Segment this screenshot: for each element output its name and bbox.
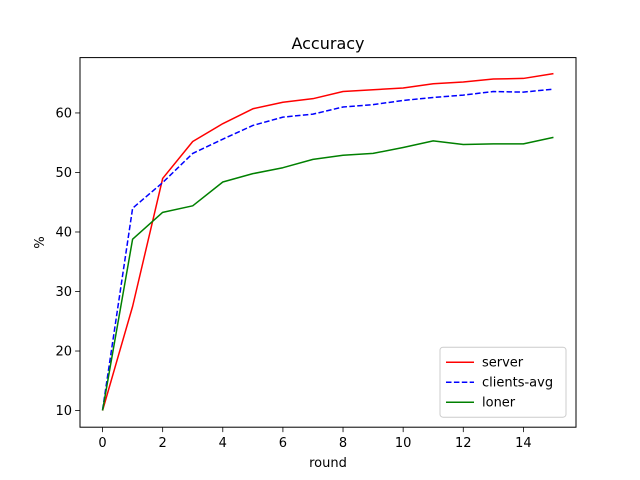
y-axis-ticks: 10 20 30 40 50 60: [55, 106, 80, 419]
x-tick-label: 6: [279, 436, 287, 451]
x-axis-label: round: [309, 456, 347, 471]
legend-label-loner: loner: [482, 396, 516, 411]
x-axis-ticks: 0 2 4 6 8 10 12 14: [98, 427, 532, 451]
legend-label-clients-avg: clients-avg: [482, 376, 553, 391]
legend: server clients-avg loner: [439, 346, 567, 418]
series-line-loner: [101, 136, 554, 411]
plot-frame: [79, 57, 577, 428]
legend-label-server: server: [482, 356, 524, 371]
series-line-server: [101, 72, 554, 411]
x-tick-label: 2: [159, 436, 167, 451]
x-tick-label: 4: [219, 436, 227, 451]
x-tick-label: 0: [98, 436, 106, 451]
y-tick-label: 10: [55, 404, 72, 419]
legend-box: [439, 346, 567, 418]
x-tick-label: 14: [515, 436, 532, 451]
y-tick-label: 20: [55, 345, 72, 360]
x-tick-label: 12: [455, 436, 472, 451]
y-tick-label: 50: [55, 166, 72, 181]
y-tick-label: 30: [55, 285, 72, 300]
x-tick-label: 10: [395, 436, 412, 451]
x-tick-label: 8: [339, 436, 347, 451]
y-axis-label: %: [33, 236, 48, 248]
y-tick-label: 60: [55, 106, 72, 121]
y-tick-label: 40: [55, 225, 72, 240]
series-line-clients-avg: [101, 88, 554, 411]
chart-title: Accuracy: [291, 34, 364, 53]
series-layer: [101, 72, 554, 411]
